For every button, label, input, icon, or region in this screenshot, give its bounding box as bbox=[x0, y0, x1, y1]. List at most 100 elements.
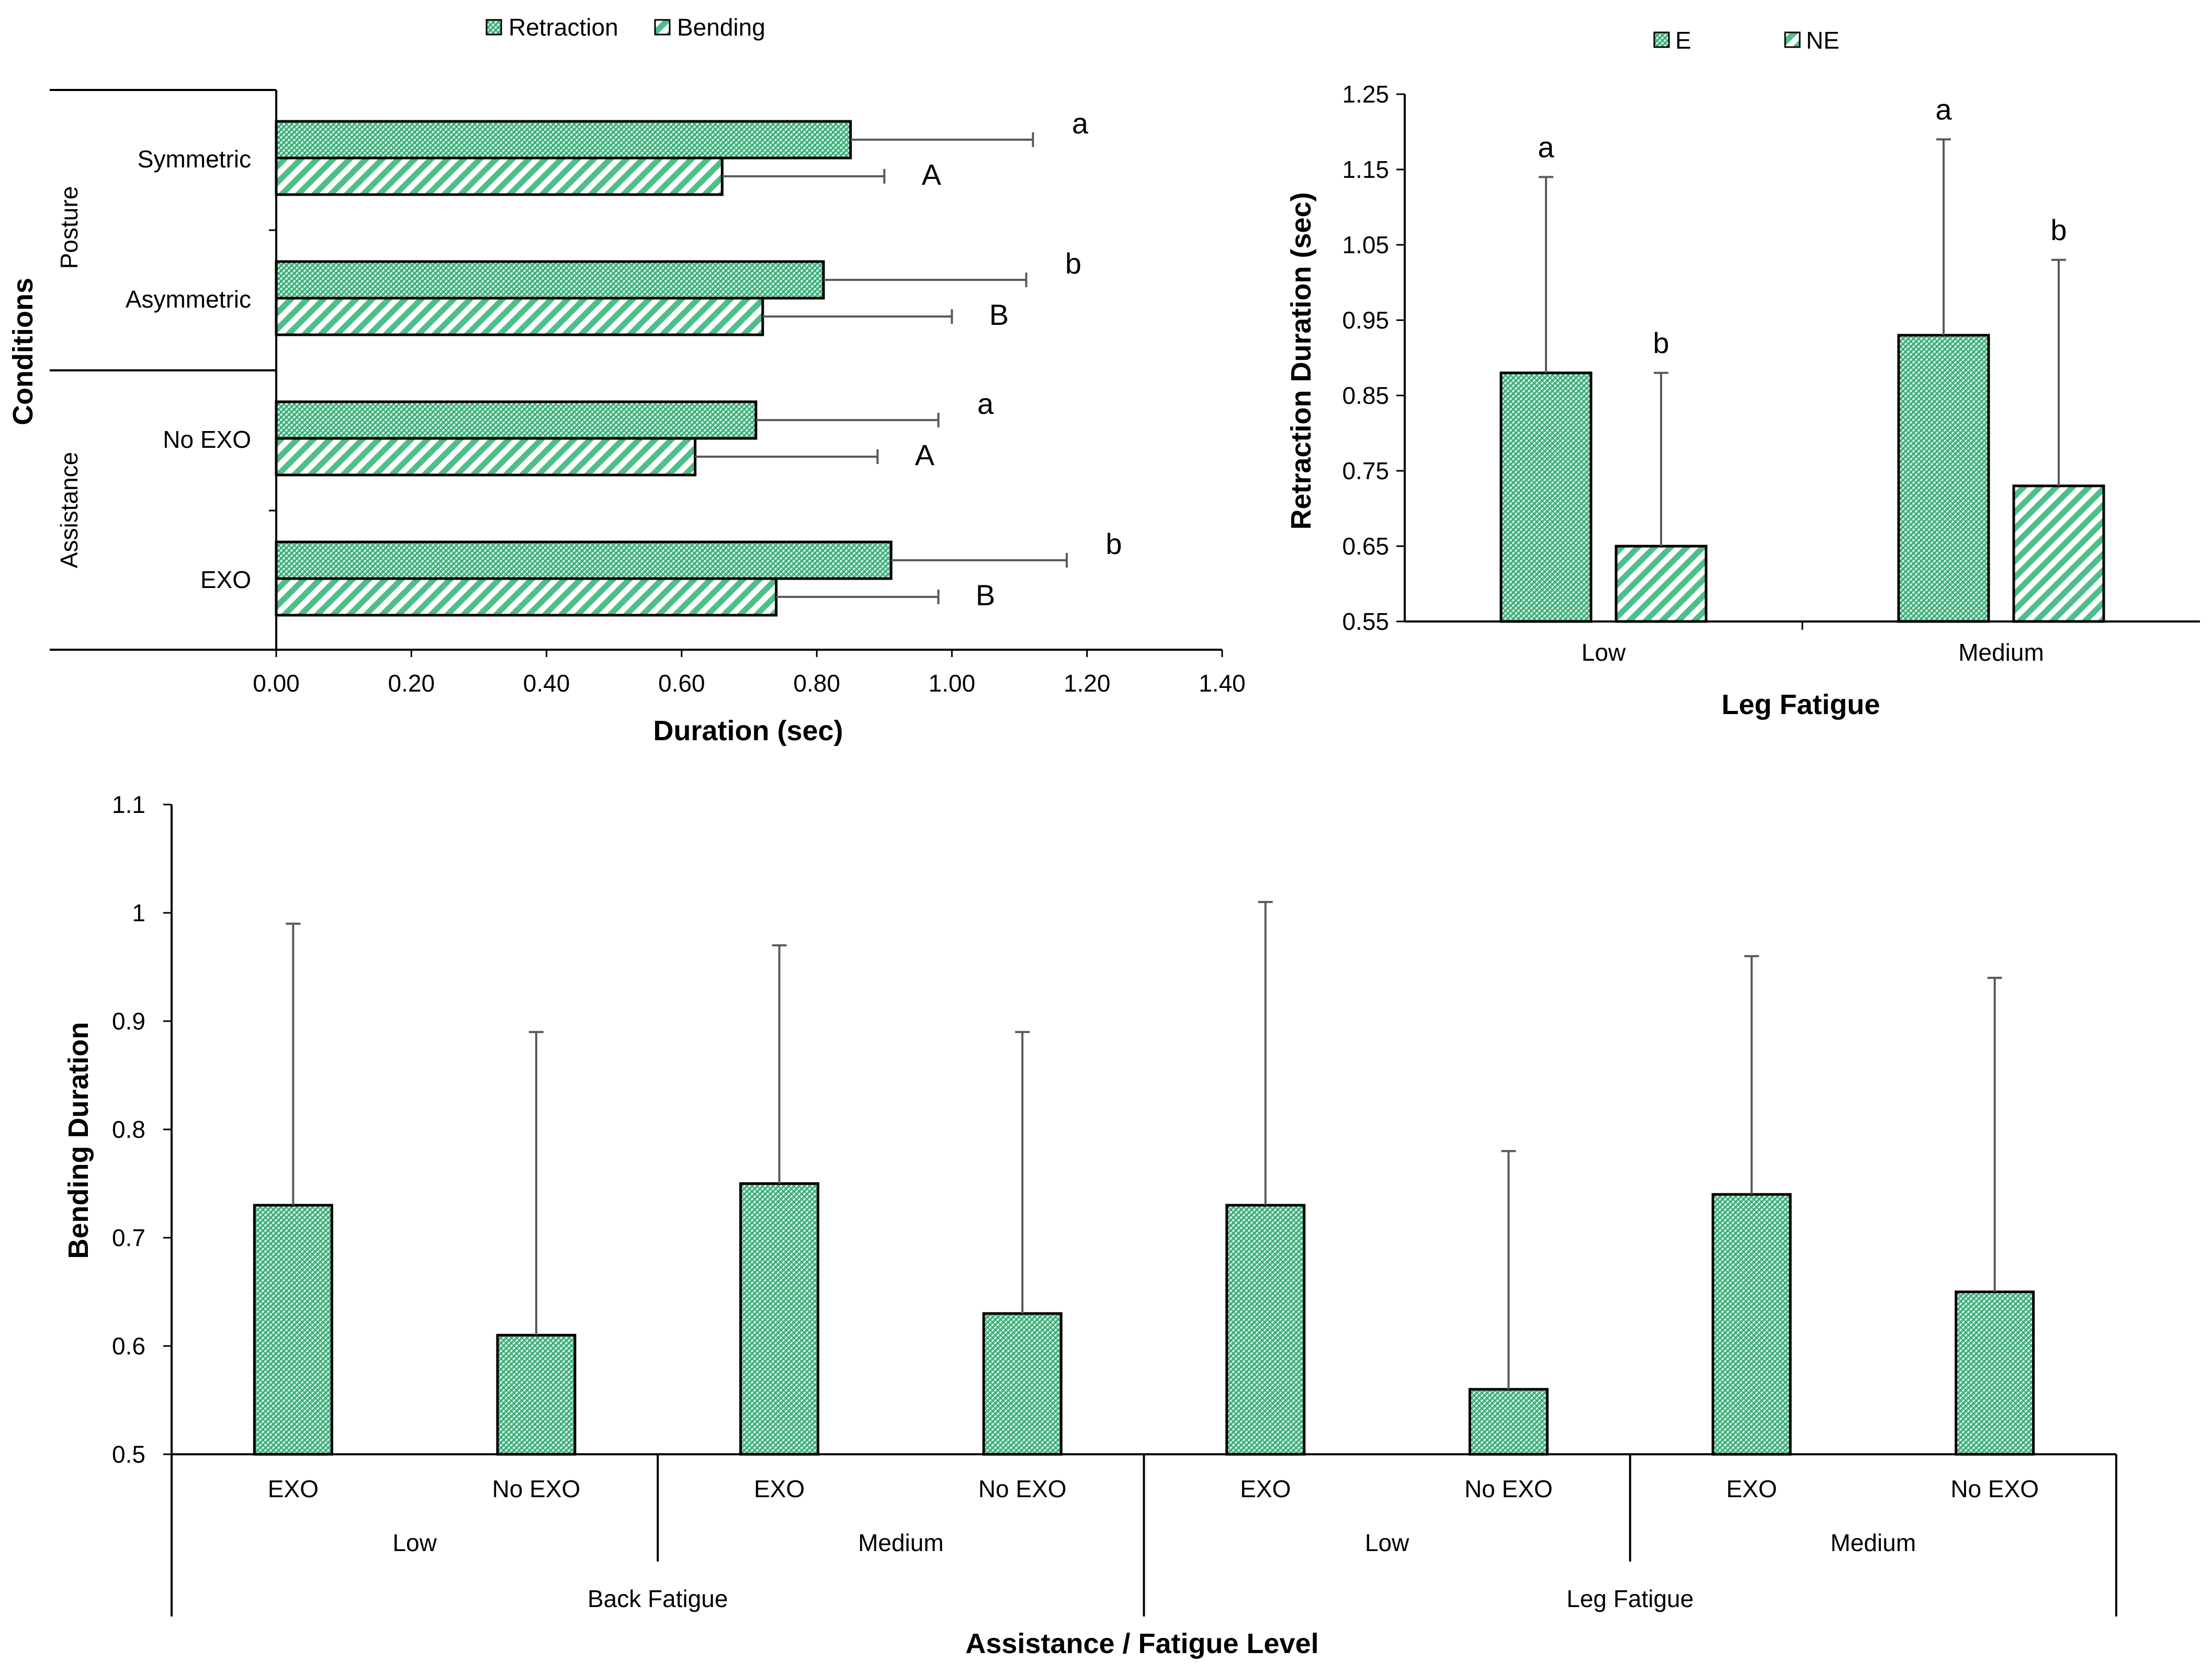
chartC-bar-1 bbox=[496, 1333, 577, 1456]
chartA-error-bars: a b a b A B A B bbox=[695, 107, 1122, 612]
chart-duration-by-condition: 0.00 0.20 0.40 0.60 0.80 1.00 1.20 1.40 Symmetri… bbox=[7, 14, 1246, 746]
chartB-y-tick-label: 1.05 bbox=[1342, 231, 1389, 258]
chartB-bars bbox=[1499, 334, 2105, 623]
chartA-significance-letter: b bbox=[1065, 247, 1081, 280]
chartA-bar-bending-0 bbox=[275, 156, 724, 196]
chartC-bar-3 bbox=[982, 1312, 1063, 1456]
chartB-error-bars: a a b b bbox=[1538, 93, 2067, 546]
chartC-category-label: EXO bbox=[1240, 1475, 1291, 1502]
chartA-bars bbox=[275, 120, 893, 617]
chartC-y-tick-label: 0.6 bbox=[112, 1332, 145, 1360]
chartC-level-label: Low bbox=[1365, 1529, 1409, 1556]
chartC-labels: Assistance / Fatigue Level Bending Durat… bbox=[63, 1022, 1319, 1659]
chartA-bar-bending-2 bbox=[275, 437, 697, 477]
chartB-y-tick-label: 0.85 bbox=[1342, 382, 1389, 409]
chartB-significance-letter: b bbox=[2050, 213, 2067, 246]
chartC-bar-2 bbox=[739, 1182, 820, 1456]
chartA-significance-letter: b bbox=[1105, 527, 1122, 560]
chartB-category-label: Low bbox=[1582, 639, 1626, 666]
chartA-x-tick-label: 0.00 bbox=[253, 670, 300, 697]
chartC-category-label: No EXO bbox=[492, 1475, 581, 1502]
chartA-category-label: Asymmetric bbox=[126, 286, 251, 313]
chartC-bar-6 bbox=[1711, 1193, 1792, 1456]
legend-swatch-ne bbox=[1784, 31, 1801, 48]
chartA-x-tick-label: 0.20 bbox=[388, 670, 435, 697]
chartA-axes: 0.00 0.20 0.40 0.60 0.80 1.00 1.20 1.40 Symmetri… bbox=[50, 89, 1246, 697]
chartA-significance-letter: a bbox=[977, 387, 994, 420]
chartB-significance-letter: a bbox=[1538, 130, 1554, 163]
chartA-bar-retraction-3 bbox=[275, 540, 893, 580]
legend-swatch-e bbox=[1653, 31, 1670, 48]
chartB-category-label: Medium bbox=[1958, 639, 2044, 666]
chartB-y-tick-label: 0.65 bbox=[1342, 533, 1389, 560]
chartB-y-tick-label: 0.95 bbox=[1342, 307, 1389, 334]
chartA-group-assistance: Assistance bbox=[55, 452, 83, 568]
chartA-x-tick-label: 1.20 bbox=[1064, 670, 1111, 697]
chartA-ylabel: Conditions bbox=[7, 278, 39, 425]
chartB-bar-ne-1 bbox=[2012, 484, 2105, 623]
chartB-bar-e-1 bbox=[1897, 334, 1990, 623]
chartA-bar-retraction-1 bbox=[275, 260, 825, 300]
chartB-legend: E NE bbox=[1653, 27, 1839, 54]
chartC-category-label: EXO bbox=[754, 1475, 805, 1502]
chartA-x-tick-label: 0.80 bbox=[793, 670, 840, 697]
chartB-y-tick-label: 1.25 bbox=[1342, 81, 1389, 108]
chartC-ylabel: Bending Duration bbox=[63, 1022, 94, 1259]
chartC-bar-0 bbox=[253, 1204, 333, 1456]
chartB-xlabel: Leg Fatigue bbox=[1721, 689, 1880, 720]
chartC-fatigue-label: Back Fatigue bbox=[588, 1585, 728, 1612]
chartC-fatigue-label: Leg Fatigue bbox=[1566, 1585, 1694, 1612]
chart-bending-duration: 0.5 0.6 0.7 0.8 0.9 1 1.1 EXO No EXO EXO No EXO EXO… bbox=[63, 791, 2117, 1659]
chartB-y-tick-label: 1.15 bbox=[1342, 156, 1389, 183]
chartC-xlabel: Assistance / Fatigue Level bbox=[965, 1628, 1318, 1659]
chartA-significance-letter: a bbox=[1072, 107, 1089, 140]
chartA-xlabel: Duration (sec) bbox=[653, 715, 843, 746]
chartA-significance-letter: B bbox=[976, 579, 995, 612]
chartC-category-label: EXO bbox=[1726, 1475, 1777, 1502]
chartA-x-tick-label: 0.60 bbox=[658, 670, 705, 697]
chartA-bar-bending-1 bbox=[275, 297, 764, 336]
legend-label-e: E bbox=[1675, 27, 1691, 54]
legend-label-ne: NE bbox=[1806, 27, 1839, 54]
legend-swatch-bending bbox=[654, 19, 671, 36]
chartC-level-label: Medium bbox=[858, 1529, 944, 1556]
chartC-axes: 0.5 0.6 0.7 0.8 0.9 1 1.1 EXO No EXO EXO No EXO EXO… bbox=[112, 791, 2117, 1616]
chartA-significance-letter: A bbox=[915, 438, 935, 471]
chartB-bar-ne-0 bbox=[1615, 545, 1708, 623]
chartC-category-label: No EXO bbox=[1464, 1475, 1553, 1502]
chartA-bar-bending-3 bbox=[275, 577, 778, 617]
chartB-y-tick-label: 0.75 bbox=[1342, 457, 1389, 484]
legend-label-bending: Bending bbox=[677, 14, 765, 41]
chartC-error-bars bbox=[286, 901, 2002, 1389]
chartC-y-tick-label: 0.5 bbox=[112, 1441, 145, 1468]
chartC-bar-7 bbox=[1955, 1291, 2035, 1456]
chartA-bar-retraction-0 bbox=[275, 120, 852, 160]
chartA-bar-retraction-2 bbox=[275, 400, 758, 440]
chartC-y-tick-label: 0.9 bbox=[112, 1008, 145, 1035]
chartB-bar-e-0 bbox=[1499, 371, 1593, 623]
chartB-ylabel: Retraction Duration (sec) bbox=[1285, 192, 1317, 529]
chartA-x-tick-label: 1.40 bbox=[1199, 670, 1246, 697]
chartA-legend: Retraction Bending bbox=[486, 14, 765, 41]
chartA-group-posture: Posture bbox=[55, 186, 83, 269]
chartB-labels: Leg Fatigue Retraction Duration (sec) bbox=[1285, 192, 1880, 720]
chartA-significance-letter: B bbox=[989, 298, 1009, 331]
chartC-y-tick-label: 1.1 bbox=[112, 791, 145, 818]
chartB-significance-letter: b bbox=[1653, 326, 1669, 359]
chartC-bar-5 bbox=[1468, 1388, 1549, 1456]
chartC-level-label: Low bbox=[392, 1529, 437, 1556]
legend-label-retraction: Retraction bbox=[509, 14, 618, 41]
chartC-y-tick-label: 0.7 bbox=[112, 1224, 145, 1251]
chartB-y-tick-label: 0.55 bbox=[1342, 608, 1389, 635]
chartC-y-tick-label: 1 bbox=[132, 899, 145, 926]
chartC-category-label: EXO bbox=[268, 1475, 319, 1502]
chartA-x-tick-label: 0.40 bbox=[523, 670, 570, 697]
chartC-bars bbox=[253, 1182, 2035, 1456]
chartC-y-tick-label: 0.8 bbox=[112, 1116, 145, 1143]
chartC-category-label: No EXO bbox=[1950, 1475, 2039, 1502]
chartC-bar-4 bbox=[1225, 1204, 1306, 1456]
chartB-significance-letter: a bbox=[1935, 93, 1952, 126]
legend-swatch-retraction bbox=[486, 19, 502, 36]
chartC-level-label: Medium bbox=[1831, 1529, 1916, 1556]
